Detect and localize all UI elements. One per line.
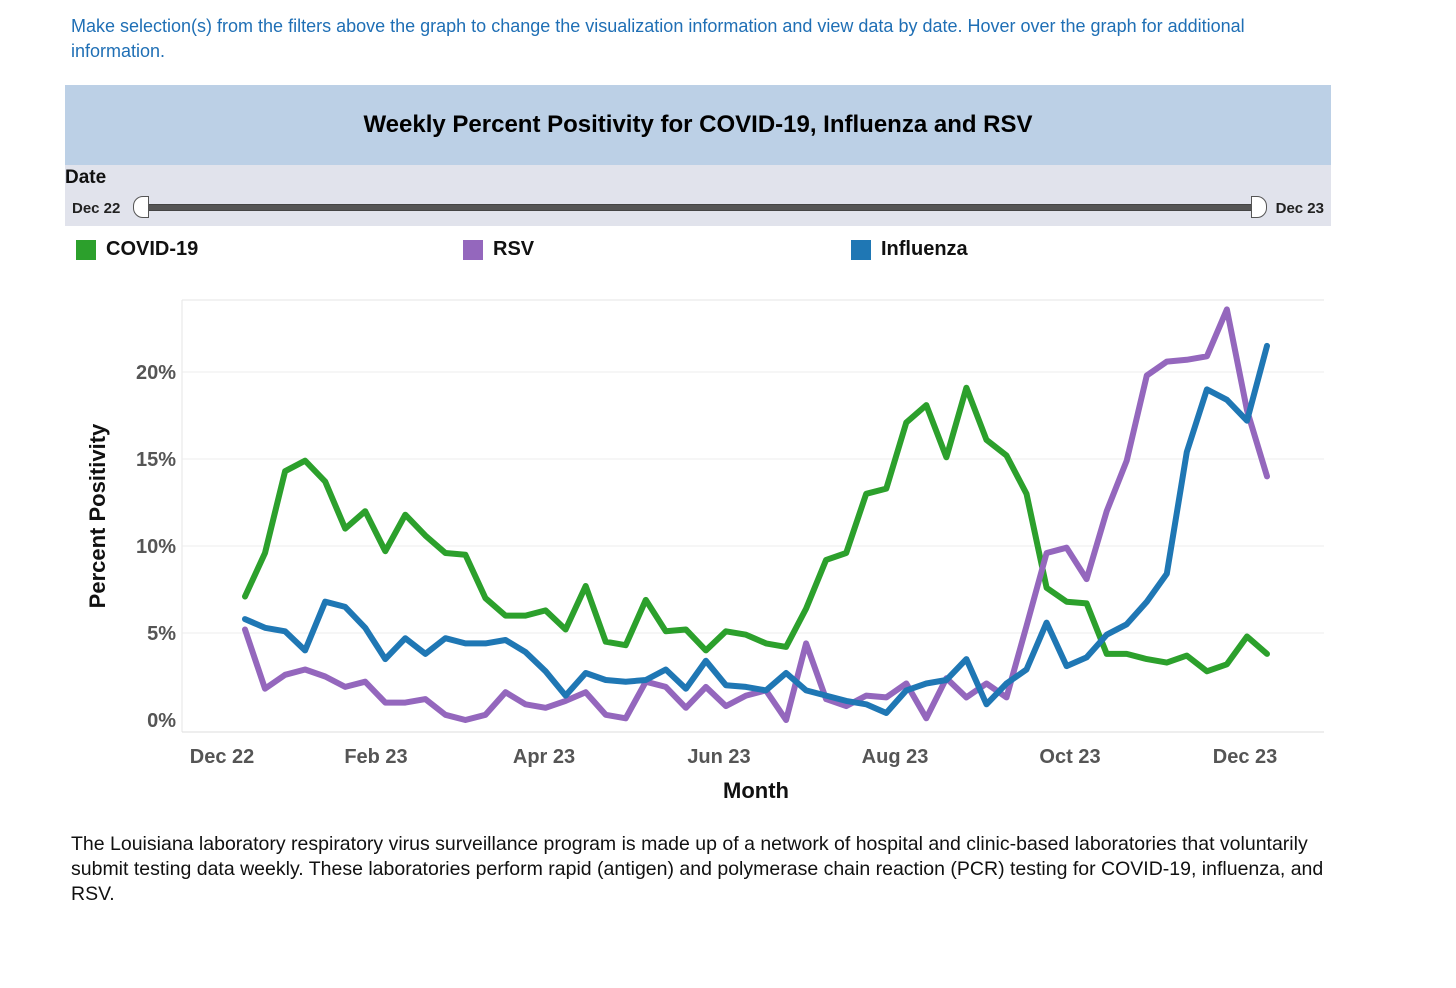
chart-series-lines (242, 306, 1270, 723)
legend-swatch-influenza (851, 239, 871, 260)
x-axis-ticks: Dec 22 Feb 23 Apr 23 Jun 23 Aug 23 Oct 23 Dec … (190, 746, 1278, 768)
chart-grid (181, 299, 1324, 733)
y-tick-label: 15% (136, 449, 176, 471)
y-tick-label: 5% (147, 623, 176, 645)
y-axis-label: Percent Positivity (85, 423, 110, 608)
legend-label-covid: COVID-19 (106, 238, 199, 260)
line-chart[interactable]: 0% 5% 10% 15% 20% Dec 22 Feb 23 Apr 23 Jun 23 Au… (0, 280, 1456, 820)
x-tick-label: Dec 22 (190, 746, 255, 768)
chart-title-bar: Weekly Percent Positivity for COVID-19, … (65, 85, 1331, 165)
x-tick-label: Jun 23 (687, 746, 750, 768)
legend-swatch-covid (76, 239, 96, 260)
series-line-rsv[interactable] (242, 306, 1270, 723)
y-tick-label: 20% (136, 362, 176, 384)
legend-label-rsv: RSV (493, 238, 535, 260)
y-tick-label: 10% (136, 536, 176, 558)
x-tick-label: Oct 23 (1039, 746, 1100, 768)
x-axis-label: Month (723, 778, 789, 803)
intro-text: Make selection(s) from the filters above… (71, 16, 1245, 61)
x-tick-label: Dec 23 (1213, 746, 1278, 768)
legend-item-covid[interactable]: COVID-19 (76, 238, 198, 261)
date-filter: Date Dec 22 Dec 23 (65, 165, 1331, 226)
date-slider-start-handle[interactable] (133, 196, 149, 218)
y-tick-label: 0% (147, 710, 176, 732)
legend-label-influenza: Influenza (881, 238, 968, 260)
date-slider-start-label: Dec 22 (72, 200, 121, 217)
date-slider-end-handle[interactable] (1251, 196, 1267, 218)
date-filter-label: Date (65, 167, 107, 188)
date-range-slider-track[interactable] (147, 204, 1255, 211)
chart-title: Weekly Percent Positivity for COVID-19, … (363, 111, 1033, 138)
series-line-covid-19[interactable] (242, 384, 1270, 675)
date-slider-end-label: Dec 23 (1275, 200, 1324, 217)
legend-item-rsv[interactable]: RSV (463, 238, 534, 261)
description-text: The Louisiana laboratory respiratory vir… (71, 833, 1324, 905)
y-axis-ticks: 0% 5% 10% 15% 20% (136, 362, 176, 732)
x-tick-label: Apr 23 (513, 746, 575, 768)
series-line-influenza[interactable] (242, 342, 1270, 716)
legend-item-influenza[interactable]: Influenza (851, 238, 968, 261)
legend-swatch-rsv (463, 239, 483, 260)
x-tick-label: Feb 23 (344, 746, 407, 768)
x-tick-label: Aug 23 (862, 746, 929, 768)
